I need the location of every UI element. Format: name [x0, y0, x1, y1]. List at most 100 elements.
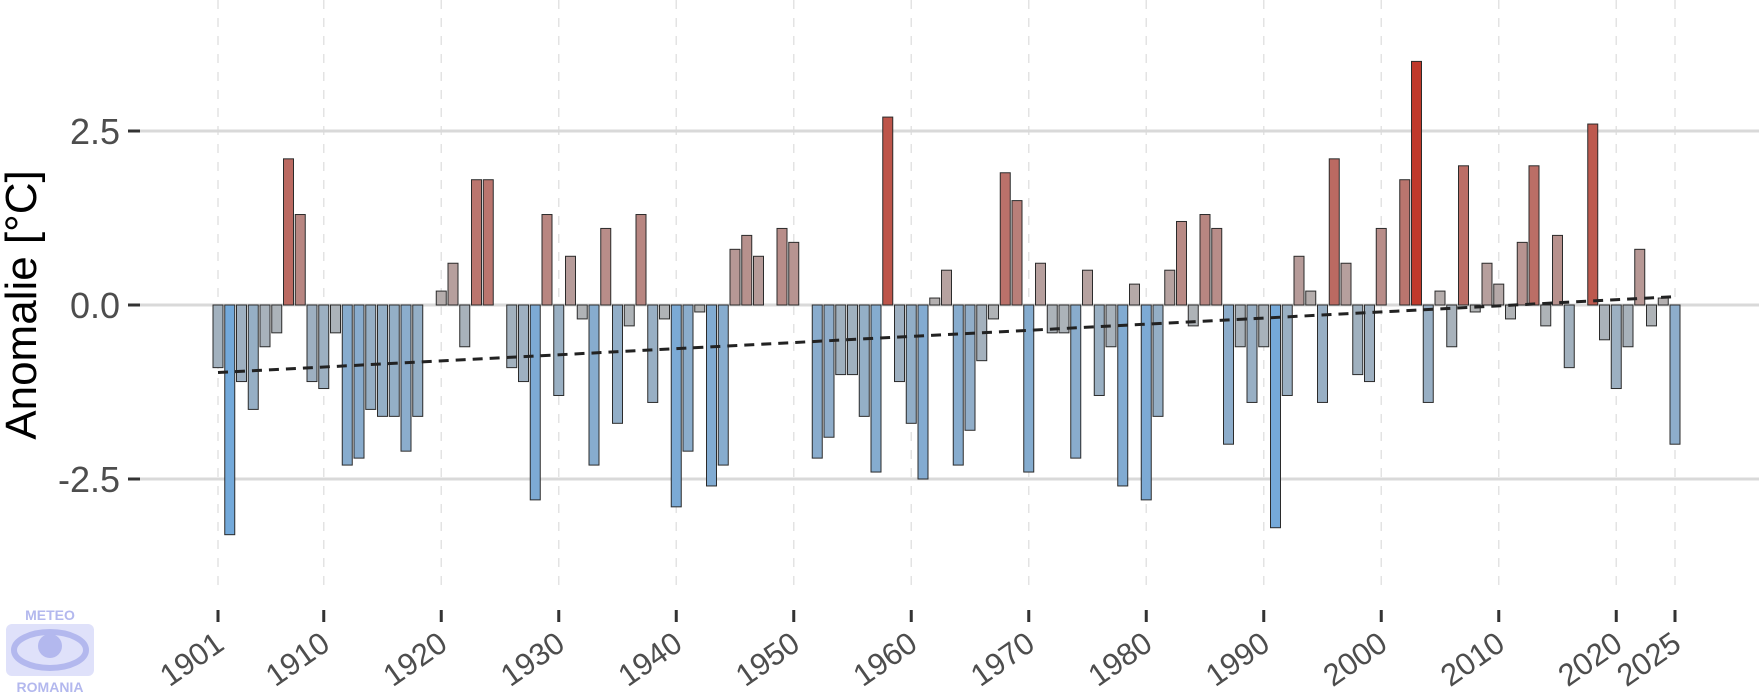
bar-1963	[941, 269, 952, 306]
x-tick-label-1901: 1901	[153, 625, 230, 693]
bar-2020	[1610, 304, 1622, 390]
bar-1933	[588, 304, 600, 466]
bar-2014	[1540, 304, 1552, 327]
bar-1958	[882, 116, 894, 306]
bar-1950	[788, 241, 800, 306]
bar-1922	[459, 304, 471, 348]
bar-1982	[1164, 269, 1176, 306]
bar-1986	[1211, 227, 1223, 306]
bar-2024	[1657, 297, 1669, 306]
bar-1994	[1305, 290, 1317, 306]
bar-1904	[247, 304, 259, 410]
x-tick-label-1950: 1950	[729, 625, 806, 693]
bar-1909	[306, 304, 318, 383]
bar-2009	[1481, 262, 1493, 306]
bar-1952	[811, 304, 823, 459]
bar-2005	[1434, 290, 1446, 306]
bar-1946	[741, 234, 753, 306]
bar-2013	[1528, 165, 1540, 306]
bar-1923	[471, 179, 482, 306]
bar-1975	[1082, 269, 1093, 306]
trend	[217, 295, 1676, 375]
bar-1926	[506, 304, 518, 369]
bars	[212, 60, 1681, 536]
bar-1979	[1129, 283, 1140, 306]
bar-1992	[1281, 304, 1293, 396]
bar-1934	[600, 227, 612, 306]
bar-1940	[670, 304, 682, 508]
bar-1965	[964, 304, 976, 431]
bar-2003	[1411, 60, 1422, 306]
x-tick-label-2000: 2000	[1317, 625, 1394, 693]
bar-1998	[1352, 304, 1364, 376]
bar-2006	[1446, 304, 1458, 348]
bar-1993	[1293, 255, 1305, 306]
trend-line	[217, 295, 1676, 375]
bar-1914	[365, 304, 377, 410]
bar-1901	[212, 304, 224, 369]
bar-2021	[1622, 304, 1634, 348]
bar-1959	[894, 304, 905, 383]
bar-2000	[1375, 227, 1387, 306]
bar-1964	[952, 304, 964, 466]
x-tick-label-1970: 1970	[964, 625, 1041, 693]
bar-1999	[1364, 304, 1375, 383]
bar-1962	[929, 297, 941, 306]
bar-2010	[1493, 283, 1505, 306]
bar-1973	[1058, 304, 1070, 334]
bar-1943	[706, 304, 717, 487]
bar-1907	[283, 158, 294, 306]
bar-1990	[1258, 304, 1270, 348]
bar-1906	[271, 304, 283, 334]
bar-1930	[553, 304, 565, 396]
grid	[140, 0, 1759, 592]
bar-2004	[1422, 304, 1434, 403]
bar-1913	[353, 304, 365, 459]
bar-1976	[1093, 304, 1105, 396]
bar-2016	[1563, 304, 1575, 369]
bar-1918	[412, 304, 424, 417]
x-tick-label-2010: 2010	[1434, 625, 1511, 693]
bar-2002	[1399, 179, 1411, 306]
bar-1932	[576, 304, 588, 320]
bar-1983	[1176, 220, 1187, 306]
bar-1942	[694, 304, 706, 313]
bar-1931	[565, 255, 576, 306]
x-tick-label-1960: 1960	[847, 625, 924, 693]
y-tick-label-0.0: 0.0	[70, 285, 120, 326]
bar-1961	[917, 304, 929, 480]
logo-bottom-text: ROMANIA	[17, 679, 84, 695]
bar-1917	[400, 304, 412, 452]
bar-1910	[318, 304, 330, 390]
x-tick-label-1990: 1990	[1199, 625, 1276, 693]
x-tick-label-1980: 1980	[1082, 625, 1159, 693]
bar-1984	[1187, 304, 1199, 327]
x-tick-label-2025: 2025	[1610, 625, 1687, 693]
bar-2022	[1634, 248, 1646, 306]
y-axis-label: Anomalie [°C]	[0, 170, 46, 439]
bar-1905	[259, 304, 271, 348]
bar-1956	[858, 304, 870, 417]
bar-1921	[447, 262, 459, 306]
bar-1902	[224, 304, 236, 536]
bar-1915	[377, 304, 388, 417]
x-tick-label-1940: 1940	[612, 625, 689, 693]
meteo-romania-logo: METEO ROMANIA	[6, 607, 94, 695]
x-axis: 1901 1910 1920 1930 1940 1950 1960 1970 1980 1990…	[153, 610, 1687, 693]
bar-1996	[1328, 158, 1340, 306]
bar-1924	[482, 179, 494, 306]
bar-1929	[541, 214, 553, 306]
y-tick-label-2.5: 2.5	[70, 111, 120, 152]
bar-2025	[1669, 304, 1681, 445]
bar-1938	[647, 304, 659, 403]
bar-2012	[1516, 241, 1528, 306]
y-tick-label--2.5: -2.5	[58, 459, 120, 500]
bar-1936	[623, 304, 635, 327]
bar-1980	[1140, 304, 1152, 501]
bar-1944	[717, 304, 729, 466]
bar-1941	[682, 304, 694, 452]
x-tick-label-1920: 1920	[377, 625, 454, 693]
bar-1949	[776, 227, 788, 306]
bar-1974	[1070, 304, 1082, 459]
bar-1997	[1340, 262, 1352, 306]
